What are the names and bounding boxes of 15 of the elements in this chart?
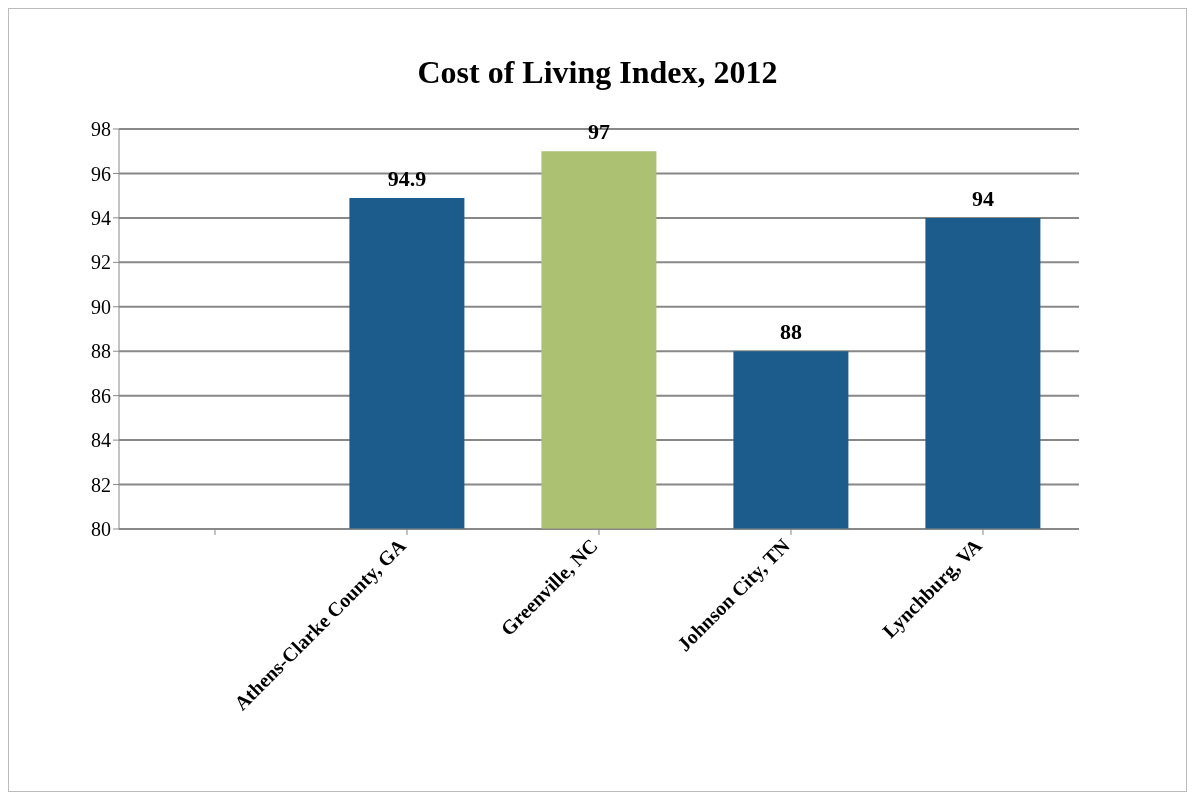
data-label: 88 — [779, 319, 802, 345]
data-label: 94.9 — [387, 165, 427, 191]
y-tick-label: 86 — [91, 384, 111, 407]
y-tick-label: 90 — [91, 295, 111, 318]
y-tick-label: 88 — [91, 340, 111, 363]
y-tick-label: 94 — [91, 206, 111, 229]
chart-title: Cost of Living Index, 2012 — [416, 54, 779, 91]
data-label: 94 — [971, 185, 994, 211]
y-tick-label: 80 — [91, 518, 111, 541]
y-tick-label: 96 — [91, 162, 111, 185]
data-label: 97 — [587, 119, 610, 145]
y-tick-label: 82 — [91, 473, 111, 496]
y-tick-label: 92 — [91, 251, 111, 274]
y-tick-label: 98 — [91, 118, 111, 141]
y-tick-label: 84 — [91, 429, 111, 452]
